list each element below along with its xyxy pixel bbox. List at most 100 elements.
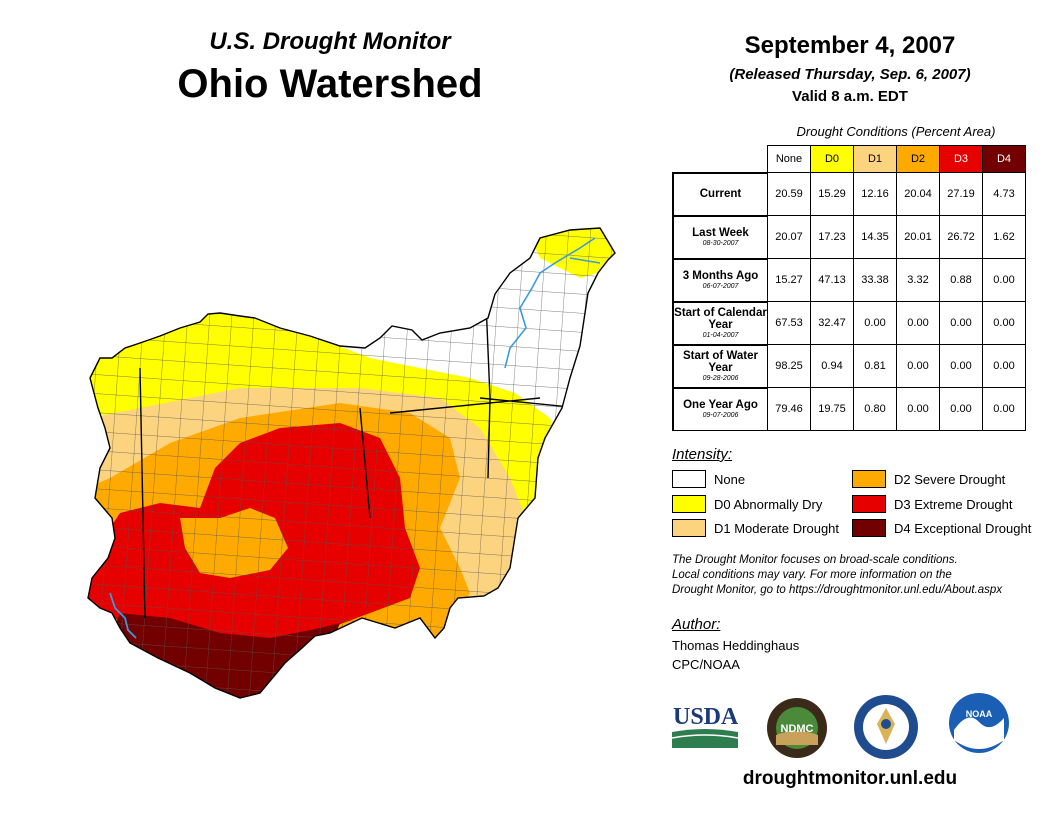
cell-d2: 0.00 bbox=[896, 344, 940, 388]
col-d0: D0 bbox=[810, 145, 854, 173]
row-label: 3 Months Ago 06-07-2007 bbox=[672, 257, 768, 302]
cell-none: 20.59 bbox=[767, 172, 811, 216]
legend-title: Intensity: bbox=[672, 446, 733, 463]
row-label-text: Last Week bbox=[692, 226, 749, 239]
author-name: Thomas Heddinghaus bbox=[672, 638, 800, 653]
watershed-outline bbox=[87, 227, 616, 699]
row-date: 06-07-2007 bbox=[702, 282, 739, 290]
valid-time: Valid 8 a.m. EDT bbox=[792, 88, 908, 105]
cell-d1: 12.16 bbox=[853, 172, 897, 216]
table-corner bbox=[673, 146, 768, 173]
cell-d3: 0.00 bbox=[939, 301, 983, 345]
legend-swatch-d3 bbox=[852, 495, 886, 513]
cell-d0: 15.29 bbox=[810, 172, 854, 216]
release-date: (Released Thursday, Sep. 6, 2007) bbox=[729, 66, 971, 83]
legend-label-d4: D4 Exceptional Drought bbox=[894, 520, 1032, 536]
cell-d1: 33.38 bbox=[853, 258, 897, 302]
cell-d3: 0.00 bbox=[939, 387, 983, 431]
row-date: 08-30-2007 bbox=[702, 239, 739, 247]
noaa-logo-wave bbox=[954, 717, 1004, 749]
table-row: 3 Months Ago 06-07-2007 15.27 47.13 33.38 3.3… bbox=[672, 257, 1026, 302]
row-label-text: Current bbox=[699, 188, 742, 200]
usda-logo-swoosh bbox=[672, 729, 738, 748]
website-url[interactable]: droughtmonitor.unl.edu bbox=[742, 768, 958, 789]
noaa-logo-text: NOAA bbox=[966, 709, 993, 719]
cell-d1: 0.80 bbox=[853, 387, 897, 431]
cell-d4: 0.00 bbox=[982, 344, 1026, 388]
cell-none: 98.25 bbox=[767, 344, 811, 388]
cell-d0: 0.94 bbox=[810, 344, 854, 388]
legend-label-d0: D0 Abnormally Dry bbox=[714, 496, 823, 512]
river-southwest bbox=[109, 592, 137, 639]
product-title: U.S. Drought Monitor bbox=[209, 28, 451, 55]
row-label-text: Start of Water Year bbox=[683, 349, 758, 374]
legend-label-none: None bbox=[714, 471, 746, 487]
col-none: None bbox=[767, 145, 811, 173]
ndmc-logo-text: NDMC bbox=[781, 723, 814, 735]
row-label-text: 3 Months Ago bbox=[682, 269, 759, 282]
cell-none: 67.53 bbox=[767, 301, 811, 345]
author-label: Author: bbox=[672, 616, 721, 633]
legend-swatch-d2 bbox=[852, 470, 886, 488]
usda-logo-stripe bbox=[672, 734, 738, 739]
row-label: Last Week 08-30-2007 bbox=[672, 214, 768, 259]
cell-d4: 0.00 bbox=[982, 387, 1026, 431]
cell-none: 20.07 bbox=[767, 215, 811, 259]
cell-d2: 20.04 bbox=[896, 172, 940, 216]
table-row: Start of Calendar Year 01-04-2007 67.53 32.… bbox=[672, 300, 1026, 345]
ndmc-logo-ground bbox=[776, 731, 818, 745]
cell-d2: 20.01 bbox=[896, 215, 940, 259]
row-label: Current bbox=[672, 171, 768, 216]
noaa-logo: NOAA bbox=[949, 693, 1009, 753]
state-borders bbox=[139, 277, 581, 619]
col-d4: D4 bbox=[982, 145, 1026, 173]
legend-swatch-d1 bbox=[672, 519, 706, 537]
table-row: One Year Ago 09-07-2006 79.46 19.75 0.80 0.00… bbox=[672, 386, 1026, 431]
row-date: 09-28-2006 bbox=[702, 374, 739, 382]
cell-d0: 19.75 bbox=[810, 387, 854, 431]
region-title: Ohio Watershed bbox=[177, 62, 483, 106]
cell-d2: 3.32 bbox=[896, 258, 940, 302]
row-label-text: Start of Calendar Year bbox=[674, 306, 767, 331]
cell-none: 79.46 bbox=[767, 387, 811, 431]
table-row: Start of Water Year 09-28-2006 98.25 0.94 0.… bbox=[672, 343, 1026, 388]
map-date: September 4, 2007 bbox=[744, 32, 956, 59]
cell-d3: 27.19 bbox=[939, 172, 983, 216]
cell-d1: 14.35 bbox=[853, 215, 897, 259]
commerce-seal-shield bbox=[881, 719, 891, 729]
ndmc-logo: NDMC bbox=[767, 698, 827, 758]
legend-swatch-d0 bbox=[672, 495, 706, 513]
cell-d0: 47.13 bbox=[810, 258, 854, 302]
row-date: 09-07-2006 bbox=[702, 411, 739, 419]
cell-d4: 1.62 bbox=[982, 215, 1026, 259]
legend-item-d1: D1 Moderate Drought bbox=[672, 519, 839, 537]
cell-d4: 4.73 bbox=[982, 172, 1026, 216]
cell-d3: 0.88 bbox=[939, 258, 983, 302]
cell-none: 15.27 bbox=[767, 258, 811, 302]
commerce-seal bbox=[854, 695, 918, 759]
legend-label-d3: D3 Extreme Drought bbox=[894, 496, 1013, 512]
legend-label-d1: D1 Moderate Drought bbox=[714, 520, 840, 536]
row-date: 01-04-2007 bbox=[702, 331, 739, 339]
cell-d4: 0.00 bbox=[982, 258, 1026, 302]
legend-item-none: None bbox=[672, 470, 745, 488]
legend-swatch-none bbox=[672, 470, 706, 488]
row-label: Start of Calendar Year 01-04-2007 bbox=[672, 300, 768, 345]
cell-d0: 32.47 bbox=[810, 301, 854, 345]
disclaimer-note: The Drought Monitor focuses on broad-sca… bbox=[672, 553, 1042, 598]
col-d2: D2 bbox=[896, 145, 940, 173]
note-line-2: Local conditions may vary. For more info… bbox=[672, 569, 952, 581]
legend-item-d0: D0 Abnormally Dry bbox=[672, 495, 822, 513]
cell-d2: 0.00 bbox=[896, 387, 940, 431]
drought-map bbox=[87, 227, 616, 699]
cell-d3: 26.72 bbox=[939, 215, 983, 259]
row-label: One Year Ago 09-07-2006 bbox=[672, 386, 768, 431]
usda-logo: USDA bbox=[672, 704, 738, 748]
legend-item-d4: D4 Exceptional Drought bbox=[852, 519, 1031, 537]
table-header-row: None D0 D1 D2 D3 D4 bbox=[673, 145, 1026, 173]
cell-d2: 0.00 bbox=[896, 301, 940, 345]
table-body: Current 20.59 15.29 12.16 20.04 27.19 4.73 Last… bbox=[672, 171, 1026, 431]
legend-item-d3: D3 Extreme Drought bbox=[852, 495, 1013, 513]
legend-item-d2: D2 Severe Drought bbox=[852, 470, 1005, 488]
cell-d1: 0.00 bbox=[853, 301, 897, 345]
